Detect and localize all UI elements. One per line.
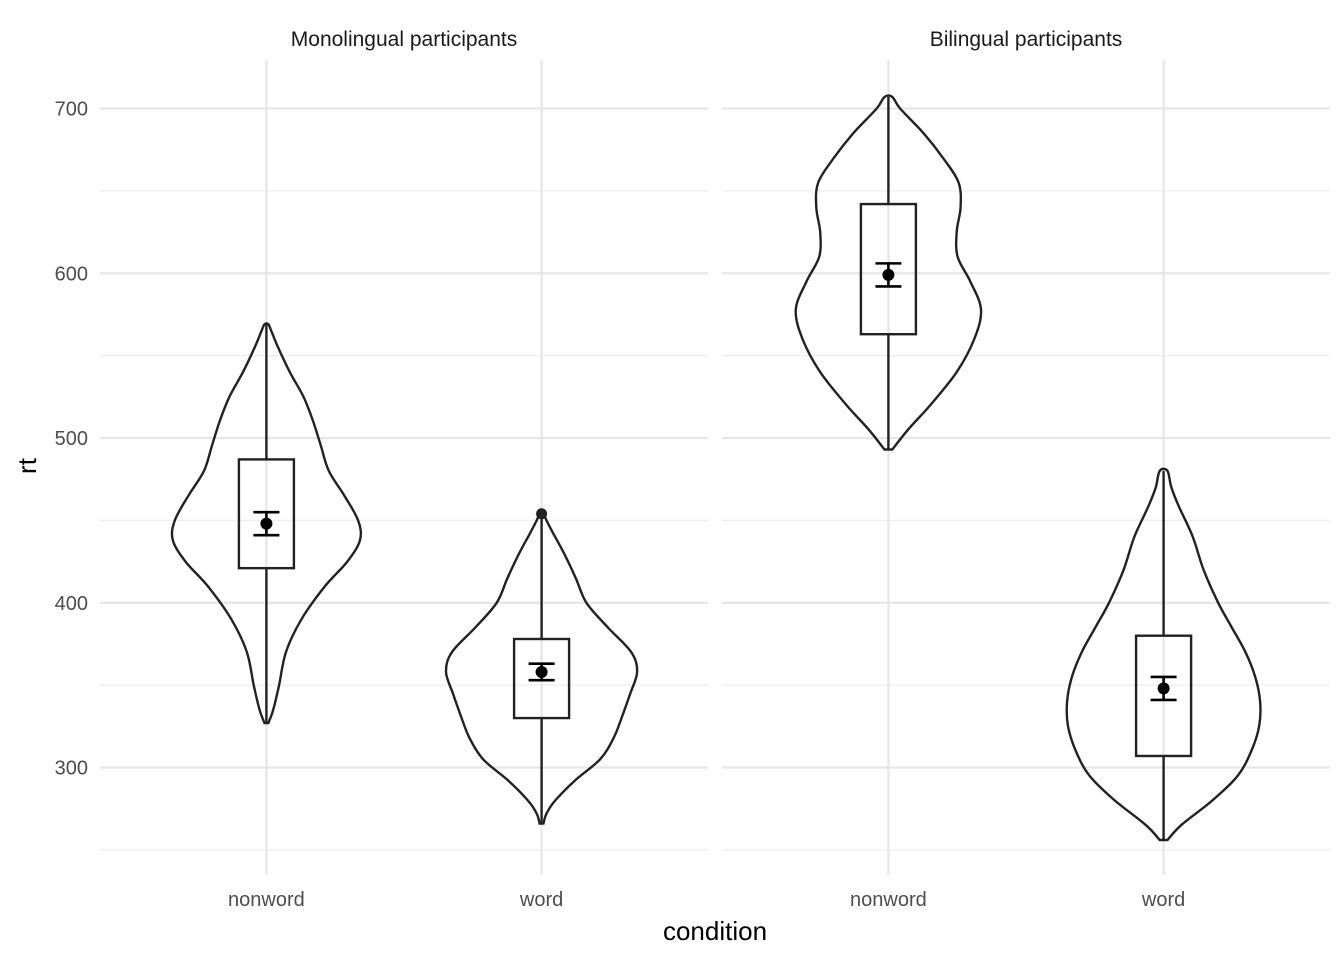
facet-title: Bilingual participants — [930, 28, 1123, 51]
facet-panel: Monolingual participants nonword word — [100, 28, 708, 911]
y-tick-label: 600 — [55, 263, 88, 285]
x-axis-title: condition — [663, 916, 767, 946]
violin-group — [444, 508, 639, 825]
x-tick-label: word — [1141, 889, 1185, 911]
violin-shape — [1065, 467, 1262, 842]
facet-panel: Bilingual participants nonword word — [722, 28, 1330, 911]
y-tick-label: 400 — [55, 593, 88, 615]
y-axis-title: rt — [12, 457, 42, 474]
box — [512, 637, 571, 720]
violin-group — [1065, 467, 1262, 842]
mean-point — [260, 517, 273, 530]
y-tick-label: 700 — [55, 99, 88, 121]
violin-group — [794, 94, 983, 451]
violin-shape — [794, 94, 983, 451]
box — [237, 458, 296, 570]
mean-point — [535, 665, 548, 678]
violin-group — [170, 322, 363, 725]
x-tick-label: word — [519, 889, 563, 911]
x-tick-label: nonword — [850, 889, 927, 911]
violin-shape — [170, 322, 363, 725]
mean-point — [1157, 682, 1170, 695]
y-axis-ticks: 300 400 500 600 700 — [55, 99, 88, 780]
x-tick-label: nonword — [228, 889, 305, 911]
y-tick-label: 500 — [55, 428, 88, 450]
mean-point — [882, 268, 895, 281]
outlier-point — [536, 508, 548, 520]
box — [859, 202, 918, 336]
box — [1134, 634, 1193, 758]
facet-title: Monolingual participants — [291, 28, 517, 51]
y-tick-label: 300 — [55, 758, 88, 780]
